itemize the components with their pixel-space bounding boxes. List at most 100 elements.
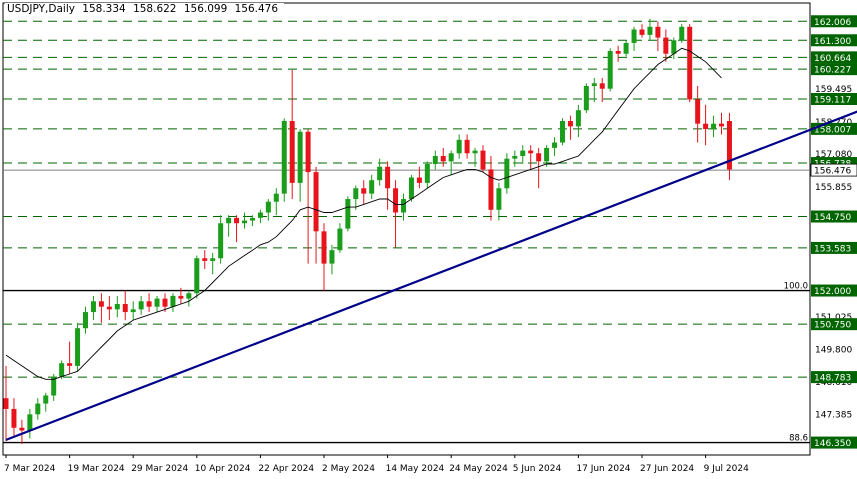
candle-body <box>289 120 295 183</box>
candle-body <box>218 223 224 259</box>
candle-body <box>647 26 653 35</box>
candle-body <box>3 398 9 409</box>
high-value: 158.622 <box>133 3 177 15</box>
price-tick-label: 149.800 <box>815 346 852 356</box>
candle-body <box>719 123 724 127</box>
candle-body <box>51 376 57 396</box>
candle-body <box>432 155 438 165</box>
x-tick-label: 29 Mar 2024 <box>131 464 188 474</box>
level-label-bg <box>811 34 857 47</box>
level-label-bg <box>811 63 857 76</box>
candle-body <box>67 363 73 366</box>
level-label: 153.583 <box>814 244 851 254</box>
open-value: 158.334 <box>82 3 126 15</box>
candle-body <box>464 139 470 154</box>
candle-body <box>329 250 335 264</box>
candle-body <box>98 301 104 307</box>
candle-body <box>130 309 136 313</box>
x-tick-label: 17 Jun 2024 <box>576 464 630 474</box>
candle-body <box>385 166 391 189</box>
candle-body <box>663 37 669 54</box>
candle-body <box>440 155 446 162</box>
candle-body <box>265 201 271 213</box>
candle-body <box>726 120 732 170</box>
candle-body <box>11 408 17 428</box>
candle-body <box>472 150 478 154</box>
candle-body <box>536 153 542 162</box>
level-label-bg <box>811 371 857 384</box>
candle-body <box>631 29 637 43</box>
candle-body <box>297 131 303 183</box>
close-value: 156.476 <box>234 3 279 15</box>
x-tick-label: 5 Jun 2024 <box>513 464 562 474</box>
candle-body <box>448 153 454 162</box>
candle-body <box>401 199 406 213</box>
candle-body <box>711 123 717 130</box>
trendline <box>5 110 857 441</box>
low-value: 156.099 <box>183 3 228 15</box>
candle-body <box>456 139 462 154</box>
candle-body <box>623 42 629 54</box>
candle-body <box>575 110 581 127</box>
price-tick-label: 158.270 <box>815 118 852 128</box>
candle-body <box>162 298 168 307</box>
candle-body <box>186 293 192 299</box>
candle-body <box>567 120 573 127</box>
x-tick-label: 22 Apr 2024 <box>258 464 314 474</box>
candle-body <box>488 169 494 210</box>
moving-average-line <box>5 47 722 380</box>
candle-body <box>90 301 96 313</box>
candle-body <box>281 120 287 194</box>
fib-marker-label: 88.6 <box>789 434 808 444</box>
candle-body <box>27 414 33 431</box>
candle-body <box>480 150 486 170</box>
candle-body <box>122 303 128 313</box>
level-label: 158.007 <box>814 125 851 135</box>
level-label-bg <box>811 241 857 254</box>
price-tick-label: 147.385 <box>815 411 852 421</box>
candle-body <box>170 295 176 307</box>
candle-body <box>353 188 359 200</box>
level-label: 160.227 <box>814 66 851 76</box>
candle-body <box>361 188 367 194</box>
candle-body <box>146 301 152 307</box>
current-price-label: 156.476 <box>814 167 851 177</box>
candle-body <box>43 395 49 404</box>
x-tick-label: 24 May 2024 <box>449 464 508 474</box>
candle-body <box>273 193 279 202</box>
candle-body <box>83 312 88 329</box>
level-label-bg <box>811 210 857 223</box>
candle-body <box>210 258 216 261</box>
candle-body <box>655 26 661 38</box>
level-label-bg <box>811 318 857 331</box>
candle-body <box>337 228 343 251</box>
candle-body <box>528 150 534 154</box>
level-label: 159.117 <box>814 96 851 106</box>
level-label: 161.300 <box>814 37 851 47</box>
candle-body <box>106 306 112 310</box>
candle-body <box>369 180 375 194</box>
candle-body <box>35 403 41 415</box>
candle-body <box>313 172 319 232</box>
level-label-bg <box>811 436 857 449</box>
price-tick-label: 155.855 <box>815 183 852 193</box>
candle-body <box>393 188 399 213</box>
candle-body <box>194 258 200 294</box>
price-tick-label: 157.080 <box>815 150 852 160</box>
candle-body <box>226 217 232 224</box>
candle-body <box>583 86 589 111</box>
current-price-bg <box>810 163 857 177</box>
candle-body <box>703 123 709 130</box>
x-tick-label: 2 May 2024 <box>322 464 375 474</box>
level-label-bg <box>811 284 857 297</box>
x-tick-label: 9 Jul 2024 <box>704 464 749 474</box>
chart-title: USDJPY,Daily 158.334 158.622 156.099 156… <box>5 3 285 15</box>
candle-body <box>591 83 597 87</box>
x-tick-label: 19 Mar 2024 <box>68 464 125 474</box>
level-label: 146.350 <box>814 439 851 449</box>
candle-body <box>416 177 422 183</box>
candle-body <box>154 298 160 307</box>
candle-body <box>552 142 558 148</box>
